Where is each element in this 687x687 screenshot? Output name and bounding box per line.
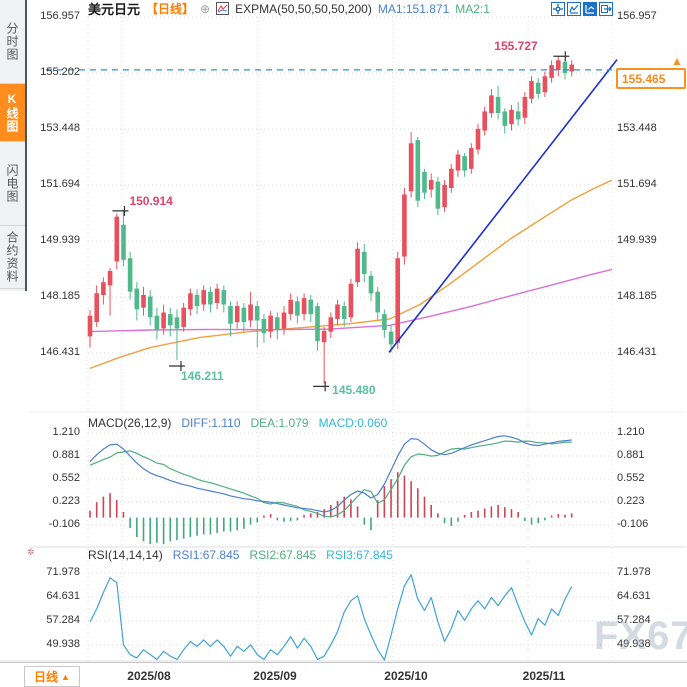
macd-header: MACD(26,12,9) DIFF:1.110 DEA:1.079 MACD:… [88,416,387,430]
grid-layer [0,16,687,662]
y-axis-label-right: 146.431 [617,346,657,358]
rsi-header: RSI(14,14,14) RSI1:67.845 RSI2:67.845 RS… [88,548,393,562]
macd-axis-label-left: -0.106 [48,518,80,530]
period-selector-label: 日线 [34,670,59,684]
rsi-title: RSI(14,14,14) [88,548,163,562]
rsi3-value: RSI3:67.845 [326,548,393,562]
macd-dea-value: DEA:1.079 [250,416,309,430]
add-indicator-icon[interactable]: ⊕ [200,1,211,16]
macd-layer [89,435,573,545]
y-axis-label-left: 156.957 [40,10,80,22]
y-axis-label-left: 146.431 [40,346,80,358]
y-axis-label-right: 151.694 [617,178,657,190]
symbol-name: 美元日元 [88,2,141,17]
macd-axis-label-left: 0.223 [52,495,80,507]
y-axis-label-left: 149.939 [40,234,80,247]
sidebar-tab-lightning-chart[interactable]: 闪电图 [0,142,25,226]
rsi-axis-label-left: 49.938 [46,638,80,650]
rsi-layer [89,573,573,661]
y-axis-label-left: 155.202 [40,66,80,79]
export-tool-icon[interactable] [599,2,613,16]
rsi-axis-label-right: 64.631 [617,590,651,602]
pan-tool-icon[interactable] [583,2,597,16]
price-annotation: 145.480 [332,383,376,398]
period-selector[interactable]: 日线 ▲ [24,666,80,687]
rsi2-value: RSI2:67.845 [249,548,317,562]
ma1-value: MA1:151.871 [377,1,450,16]
y-axis-label-left: 151.694 [40,178,80,190]
sidebar-tab-label: K线图 [5,92,19,133]
indicator-mini-icon [216,2,230,15]
crosshair-tool-icon[interactable] [551,2,565,16]
rsi-axis-label-left: 57.284 [46,614,80,626]
bottom-bar: 日线 ▲ 2025/08 2025/09 2025/10 2025/11 [0,662,687,687]
x-axis-date: 2025/09 [253,669,297,683]
axis-scale-tool-icon[interactable] [567,2,581,16]
y-axis-label-right: 156.957 [617,10,657,22]
macd-axis-label-right: 0.223 [617,495,645,507]
chart-header: 美元日元 【日线】 ⊕ EXPMA(50,50,50,50,200) MA1:1… [88,1,490,18]
y-axis-label-right: 149.939 [617,234,657,247]
sidebar-tab-kline-chart[interactable]: K线图 [0,84,25,142]
ma2-value: MA2:1 [455,1,490,16]
rsi-axis-label-right: 57.284 [617,614,651,626]
y-axis-label-left: 153.448 [40,122,80,134]
rsi1-value: RSI1:67.845 [172,548,240,562]
macd-macd-value: MACD:0.060 [318,416,388,430]
macd-diff-value: DIFF:1.110 [181,416,241,430]
price-annotation: 146.211 [180,369,224,384]
rsi-axis-label-left: 71.978 [46,566,80,578]
price-annotation: 150.914 [129,193,173,208]
indicator-settings-icon[interactable]: ✲ [27,547,35,557]
chart-toolbar [551,2,613,16]
rsi-axis-label-right: 49.938 [617,638,651,650]
sidebar-tab-label: 闪电图 [5,164,19,203]
y-axis-label-left: 148.185 [40,290,80,302]
macd-axis-label-right: 0.552 [617,472,645,484]
price-annotation: 155.727 [494,39,538,54]
trendline[interactable] [388,59,618,353]
expma-lines [89,179,613,370]
sidebar-tab-label: 分时图 [5,22,19,61]
y-axis-label-right: 153.448 [617,122,657,134]
macd-title: MACD(26,12,9) [88,416,172,430]
macd-axis-label-left: 0.552 [52,472,80,484]
rsi-axis-label-left: 64.631 [46,590,80,602]
current-price-value: 155.465 [622,71,666,86]
current-price-box: 155.465 [616,68,686,89]
x-axis-date: 2025/10 [384,669,428,683]
annotation-markers [112,51,570,392]
period-tag: 【日线】 [146,2,195,16]
x-axis-date: 2025/11 [522,669,566,683]
period-selector-arrow-icon: ▲ [61,671,70,682]
macd-axis-label-right: 0.881 [617,449,645,462]
sidebar-tab-label: 合约资料 [5,231,19,283]
x-axis-date: 2025/08 [127,669,171,683]
price-up-arrow-icon: ▲ [671,54,683,68]
candles-layer [87,56,574,384]
sidebar: 分时图 K线图 闪电图 合约资料 [0,0,27,291]
sidebar-tab-time-chart[interactable]: 分时图 [0,0,25,84]
indicator-label: EXPMA(50,50,50,50,200) [235,1,372,16]
macd-axis-label-right: 1.210 [617,426,645,439]
macd-axis-label-right: -0.106 [617,518,649,530]
sidebar-tab-contract-info[interactable]: 合约资料 [0,226,25,289]
rsi-axis-label-right: 71.978 [617,566,651,578]
macd-axis-label-left: 1.210 [52,426,80,439]
y-axis-label-right: 148.185 [617,290,657,302]
macd-axis-label-left: 0.881 [52,449,80,462]
